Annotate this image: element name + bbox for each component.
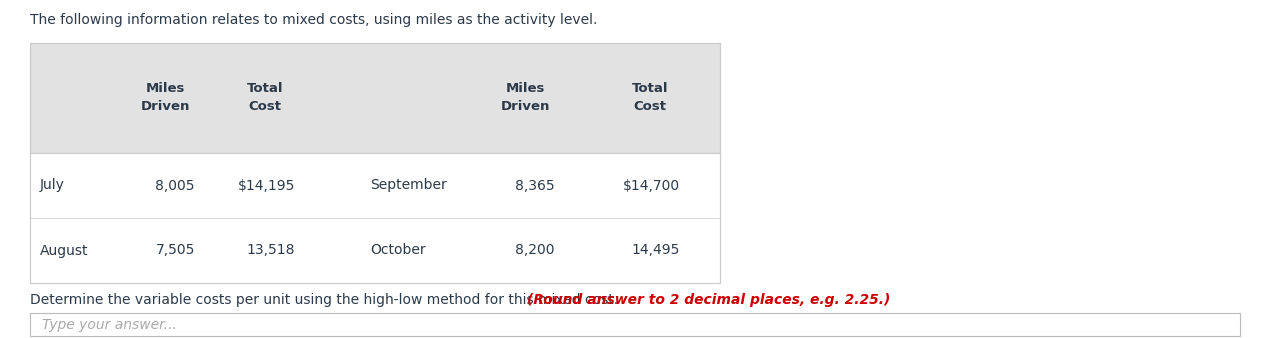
Text: 7,505: 7,505 [156,243,196,258]
Text: 8,365: 8,365 [516,178,555,193]
Text: $14,195: $14,195 [237,178,295,193]
Text: September: September [370,178,447,193]
Text: Total
Cost: Total Cost [246,82,283,114]
Text: October: October [370,243,425,258]
Bar [30,43,720,153]
Text: The following information relates to mixed costs, using miles as the activity le: The following information relates to mix… [30,13,597,27]
Text: Total
Cost: Total Cost [631,82,668,114]
Text: August: August [39,243,89,258]
Text: Miles
Driven: Miles Driven [500,82,550,114]
Text: Type your answer...: Type your answer... [42,317,177,332]
Text: Determine the variable costs per unit using the high-low method for this mixed c: Determine the variable costs per unit us… [30,293,622,307]
Text: (Round answer to 2 decimal places, e.g. 2.25.): (Round answer to 2 decimal places, e.g. … [527,293,890,307]
Text: July: July [39,178,65,193]
Text: Miles
Driven: Miles Driven [140,82,189,114]
Text: 8,200: 8,200 [516,243,555,258]
Text: 14,495: 14,495 [631,243,679,258]
Text: 13,518: 13,518 [246,243,295,258]
Text: 8,005: 8,005 [155,178,196,193]
Bar [30,153,720,283]
Bar [30,43,720,283]
Bar [30,313,1240,336]
Text: $14,700: $14,700 [622,178,679,193]
